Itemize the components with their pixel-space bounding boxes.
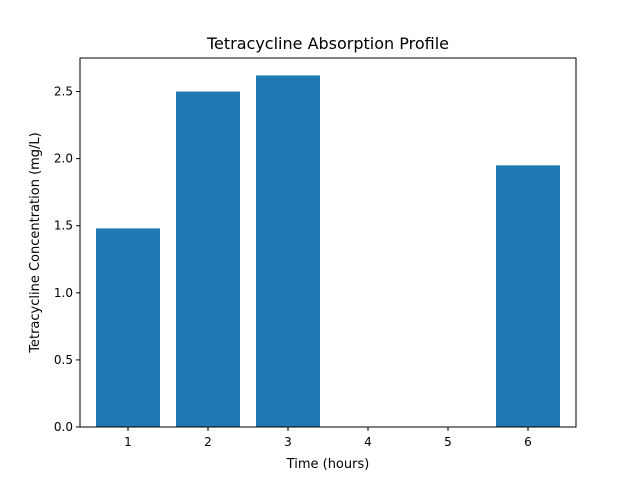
x-tick-label-5: 5: [444, 435, 452, 449]
x-tick-label-2: 2: [204, 435, 212, 449]
bar-6: [496, 165, 560, 427]
y-tick-label-1.5: 1.5: [54, 219, 73, 233]
y-tick-label-2.5: 2.5: [54, 85, 73, 99]
plot-frame: [79, 57, 577, 428]
bar-1: [96, 228, 160, 427]
y-ticks-group: 0.0 0.5 1.0 1.5 2.0 2.5: [54, 85, 80, 434]
y-tick-label-0.5: 0.5: [54, 353, 73, 367]
y-axis-label: Tetracycline Concentration (mg/L): [28, 132, 43, 354]
x-tick-label-3: 3: [284, 435, 292, 449]
y-tick-label-0.0: 0.0: [54, 420, 73, 434]
x-axis-label: Time (hours): [286, 457, 370, 472]
bars-group: [96, 75, 560, 428]
bar-3: [256, 75, 320, 427]
y-tick-label-2.0: 2.0: [54, 152, 73, 166]
x-tick-label-6: 6: [524, 435, 532, 449]
y-tick-label-1.0: 1.0: [54, 286, 73, 300]
x-ticks-group: 1 2 3 4 5 6: [124, 427, 532, 449]
x-tick-label-1: 1: [124, 435, 132, 449]
x-tick-label-4: 4: [364, 435, 372, 449]
bar-2: [176, 91, 240, 428]
chart-title: Tetracycline Absorption Profile: [206, 34, 449, 53]
